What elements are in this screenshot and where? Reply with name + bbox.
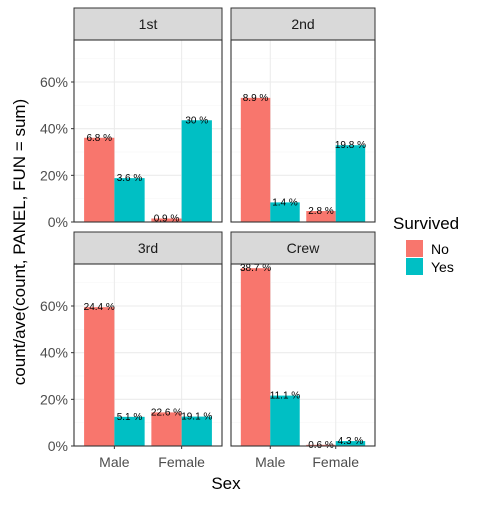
panel-frames: 1st 2nd 3rd Crew: [73, 7, 376, 447]
bar-data-label: 30 %: [185, 115, 208, 126]
panel-border: [230, 263, 376, 447]
bar-yes: [114, 416, 145, 446]
bar-data-label: 11.1 %: [270, 391, 300, 402]
legend-label-yes: Yes: [431, 259, 454, 275]
bar-no: [84, 307, 115, 446]
facet-strip-label: 3rd: [138, 240, 158, 256]
panel-border: [73, 263, 223, 447]
bar-no: [151, 218, 182, 222]
bar-data-label: 22.6 %: [151, 407, 182, 418]
bar-no: [240, 97, 271, 222]
bar-data-label: 3.6 %: [117, 173, 143, 184]
y-tick-label: 0%: [48, 214, 68, 230]
bar-data-label: 38.7 %: [240, 263, 271, 274]
bar-no: [151, 412, 182, 446]
legend: Survived No Yes: [393, 214, 459, 275]
bar-no: [240, 268, 271, 446]
y-tick-label: 40%: [40, 121, 68, 137]
axes: 0% 20% 40% 60% 0% 20% 40% 60% Male Female Male Fema…: [40, 74, 359, 470]
bar-yes: [181, 120, 212, 222]
bar-data-label: 24.4 %: [84, 302, 115, 313]
bar-yes: [114, 178, 145, 222]
bar-data-label: 6.8 %: [86, 133, 112, 144]
legend-key-no: [406, 240, 423, 257]
x-axis-title: Sex: [211, 474, 241, 493]
bar-data-label: 0.6 %: [308, 440, 334, 451]
x-tick-label: Female: [312, 454, 359, 470]
bar-data-label: 2.8 %: [308, 206, 334, 217]
bar-yes: [335, 441, 366, 446]
bar-labels: 6.8 % 0.9 % 3.6 % 30 % 8.9 % 2.8 % 1.4 % 19.8 %…: [84, 93, 366, 451]
bar-data-label: 1.4 %: [272, 197, 298, 208]
legend-label-no: No: [431, 241, 449, 257]
legend-key-yes: [406, 258, 423, 275]
y-tick-label: 40%: [40, 345, 68, 361]
y-tick-label: 60%: [40, 298, 68, 314]
bar-data-label: 19.8 %: [335, 140, 366, 151]
bar-data-label: 0.9 %: [154, 214, 180, 225]
bar-yes: [181, 416, 212, 446]
facet-strip-label: 1st: [139, 16, 158, 32]
bar-data-label: 5.1 %: [117, 412, 143, 423]
legend-title: Survived: [393, 214, 459, 233]
facet-strip-label: Crew: [287, 240, 321, 256]
bar-data-label: 4.3 %: [338, 436, 364, 447]
bar-yes: [335, 145, 366, 222]
facet-strip: [230, 7, 376, 41]
x-tick-label: Male: [255, 454, 286, 470]
bar-no: [84, 137, 115, 222]
x-tick-label: Female: [158, 454, 205, 470]
facet-strip: [73, 7, 223, 41]
facet-strip-label: 2nd: [291, 16, 314, 32]
facet-strip: [73, 231, 223, 265]
x-tick-label: Male: [99, 454, 130, 470]
y-tick-label: 20%: [40, 167, 68, 183]
panel-border: [73, 39, 223, 223]
bar-no: [306, 211, 336, 222]
bar-yes: [270, 202, 300, 222]
panel-border: [230, 39, 376, 223]
y-tick-label: 60%: [40, 74, 68, 90]
bar-yes: [270, 395, 300, 446]
y-axis-title: count/ave(count, PANEL, FUN = sum): [10, 99, 29, 385]
y-tick-label: 20%: [40, 391, 68, 407]
y-tick-label: 0%: [48, 438, 68, 454]
bar-data-label: 8.9 %: [243, 93, 269, 104]
bar-data-label: 19.1 %: [181, 412, 212, 423]
bar-no: [306, 444, 336, 446]
bars: [84, 97, 366, 446]
